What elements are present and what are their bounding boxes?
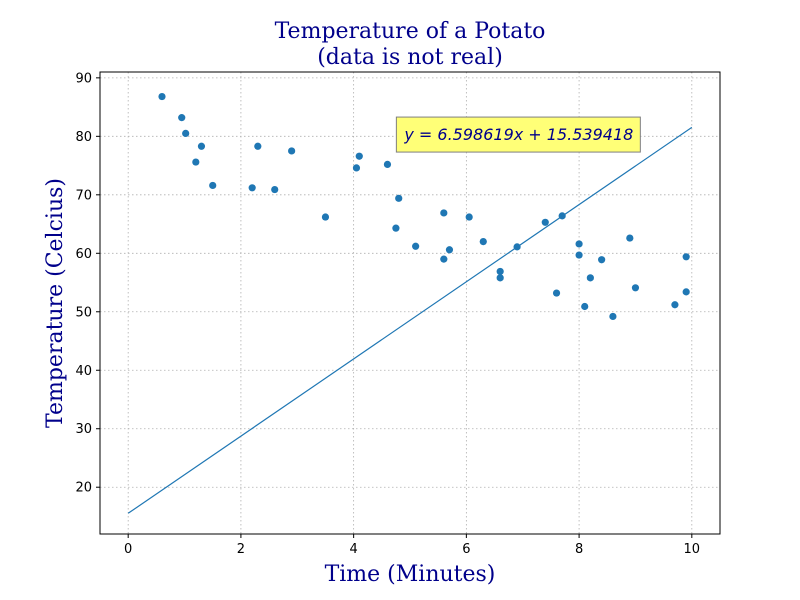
scatter-point [321, 213, 330, 221]
scatter-point [209, 181, 217, 190]
y-tick-label: 70 [75, 188, 92, 203]
y-tick-label: 50 [75, 305, 92, 320]
scatter-point [158, 92, 166, 101]
scatter-point [671, 301, 679, 309]
scatter-point [479, 237, 487, 246]
scatter-point [575, 240, 583, 248]
y-tick-label: 40 [75, 364, 92, 379]
x-tick-label: 0 [124, 542, 132, 557]
scatter-point [541, 218, 549, 226]
scatter-point [575, 251, 583, 259]
chart-title: Temperature of a Potato [275, 19, 546, 44]
scatter-point [513, 243, 521, 251]
scatter-points [158, 92, 690, 321]
scatter-point [626, 234, 634, 242]
scatter-point [552, 289, 561, 297]
scatter-point [558, 212, 566, 220]
scatter-point [383, 160, 392, 168]
x-tick-label: 10 [684, 542, 701, 557]
equation-text: y = 6.598619x + 15.539418 [403, 125, 633, 144]
equation-annotation: y = 6.598619x + 15.539418 [395, 116, 641, 153]
y-tick-label: 30 [75, 422, 92, 437]
scatter-point [288, 147, 296, 155]
scatter-point [445, 246, 454, 254]
scatter-point [248, 184, 256, 192]
scatter-point [496, 274, 504, 282]
fit-line-group [127, 126, 693, 514]
x-tick-label: 6 [462, 542, 470, 557]
fit-line [127, 126, 693, 514]
scatter-point [465, 213, 473, 221]
scatter-point [609, 312, 617, 321]
scatter-point [178, 114, 186, 122]
scatter-point [412, 242, 420, 250]
x-axis-label: Time (Minutes) [325, 562, 496, 587]
x-tick-label: 8 [575, 542, 583, 557]
equation-box [395, 116, 641, 153]
scatter-point [440, 255, 448, 263]
scatter-point [586, 274, 594, 282]
scatter-point [631, 284, 640, 292]
x-tick-label: 2 [237, 542, 245, 557]
scatter-point [598, 256, 606, 264]
scatter-point [581, 302, 589, 311]
y-tick-label: 90 [75, 71, 92, 86]
scatter-point [182, 129, 190, 138]
y-tick-label: 80 [75, 130, 92, 145]
scatter-point [496, 267, 504, 276]
scatter-point [197, 142, 206, 150]
scatter-point [271, 185, 279, 194]
y-axis-label: Temperature (Celcius) [43, 178, 68, 428]
plot-frame [99, 71, 721, 535]
scatter-point [192, 158, 200, 166]
scatter-point [254, 142, 262, 150]
scatter-point [682, 288, 690, 296]
scatter-point [352, 164, 361, 172]
scatter-point [392, 224, 400, 232]
scatter-point [682, 253, 690, 261]
axis-ticks: 0 2 4 6 8 10 20 30 40 50 60 70 80 90 [75, 71, 700, 557]
y-tick-label: 20 [75, 481, 92, 496]
x-tick-label: 4 [349, 542, 357, 557]
scatter-point [355, 152, 363, 160]
y-tick-label: 60 [75, 247, 92, 262]
chart-subtitle: (data is not real) [317, 45, 503, 70]
scatter-point [395, 194, 403, 202]
scatter-point [440, 209, 448, 217]
